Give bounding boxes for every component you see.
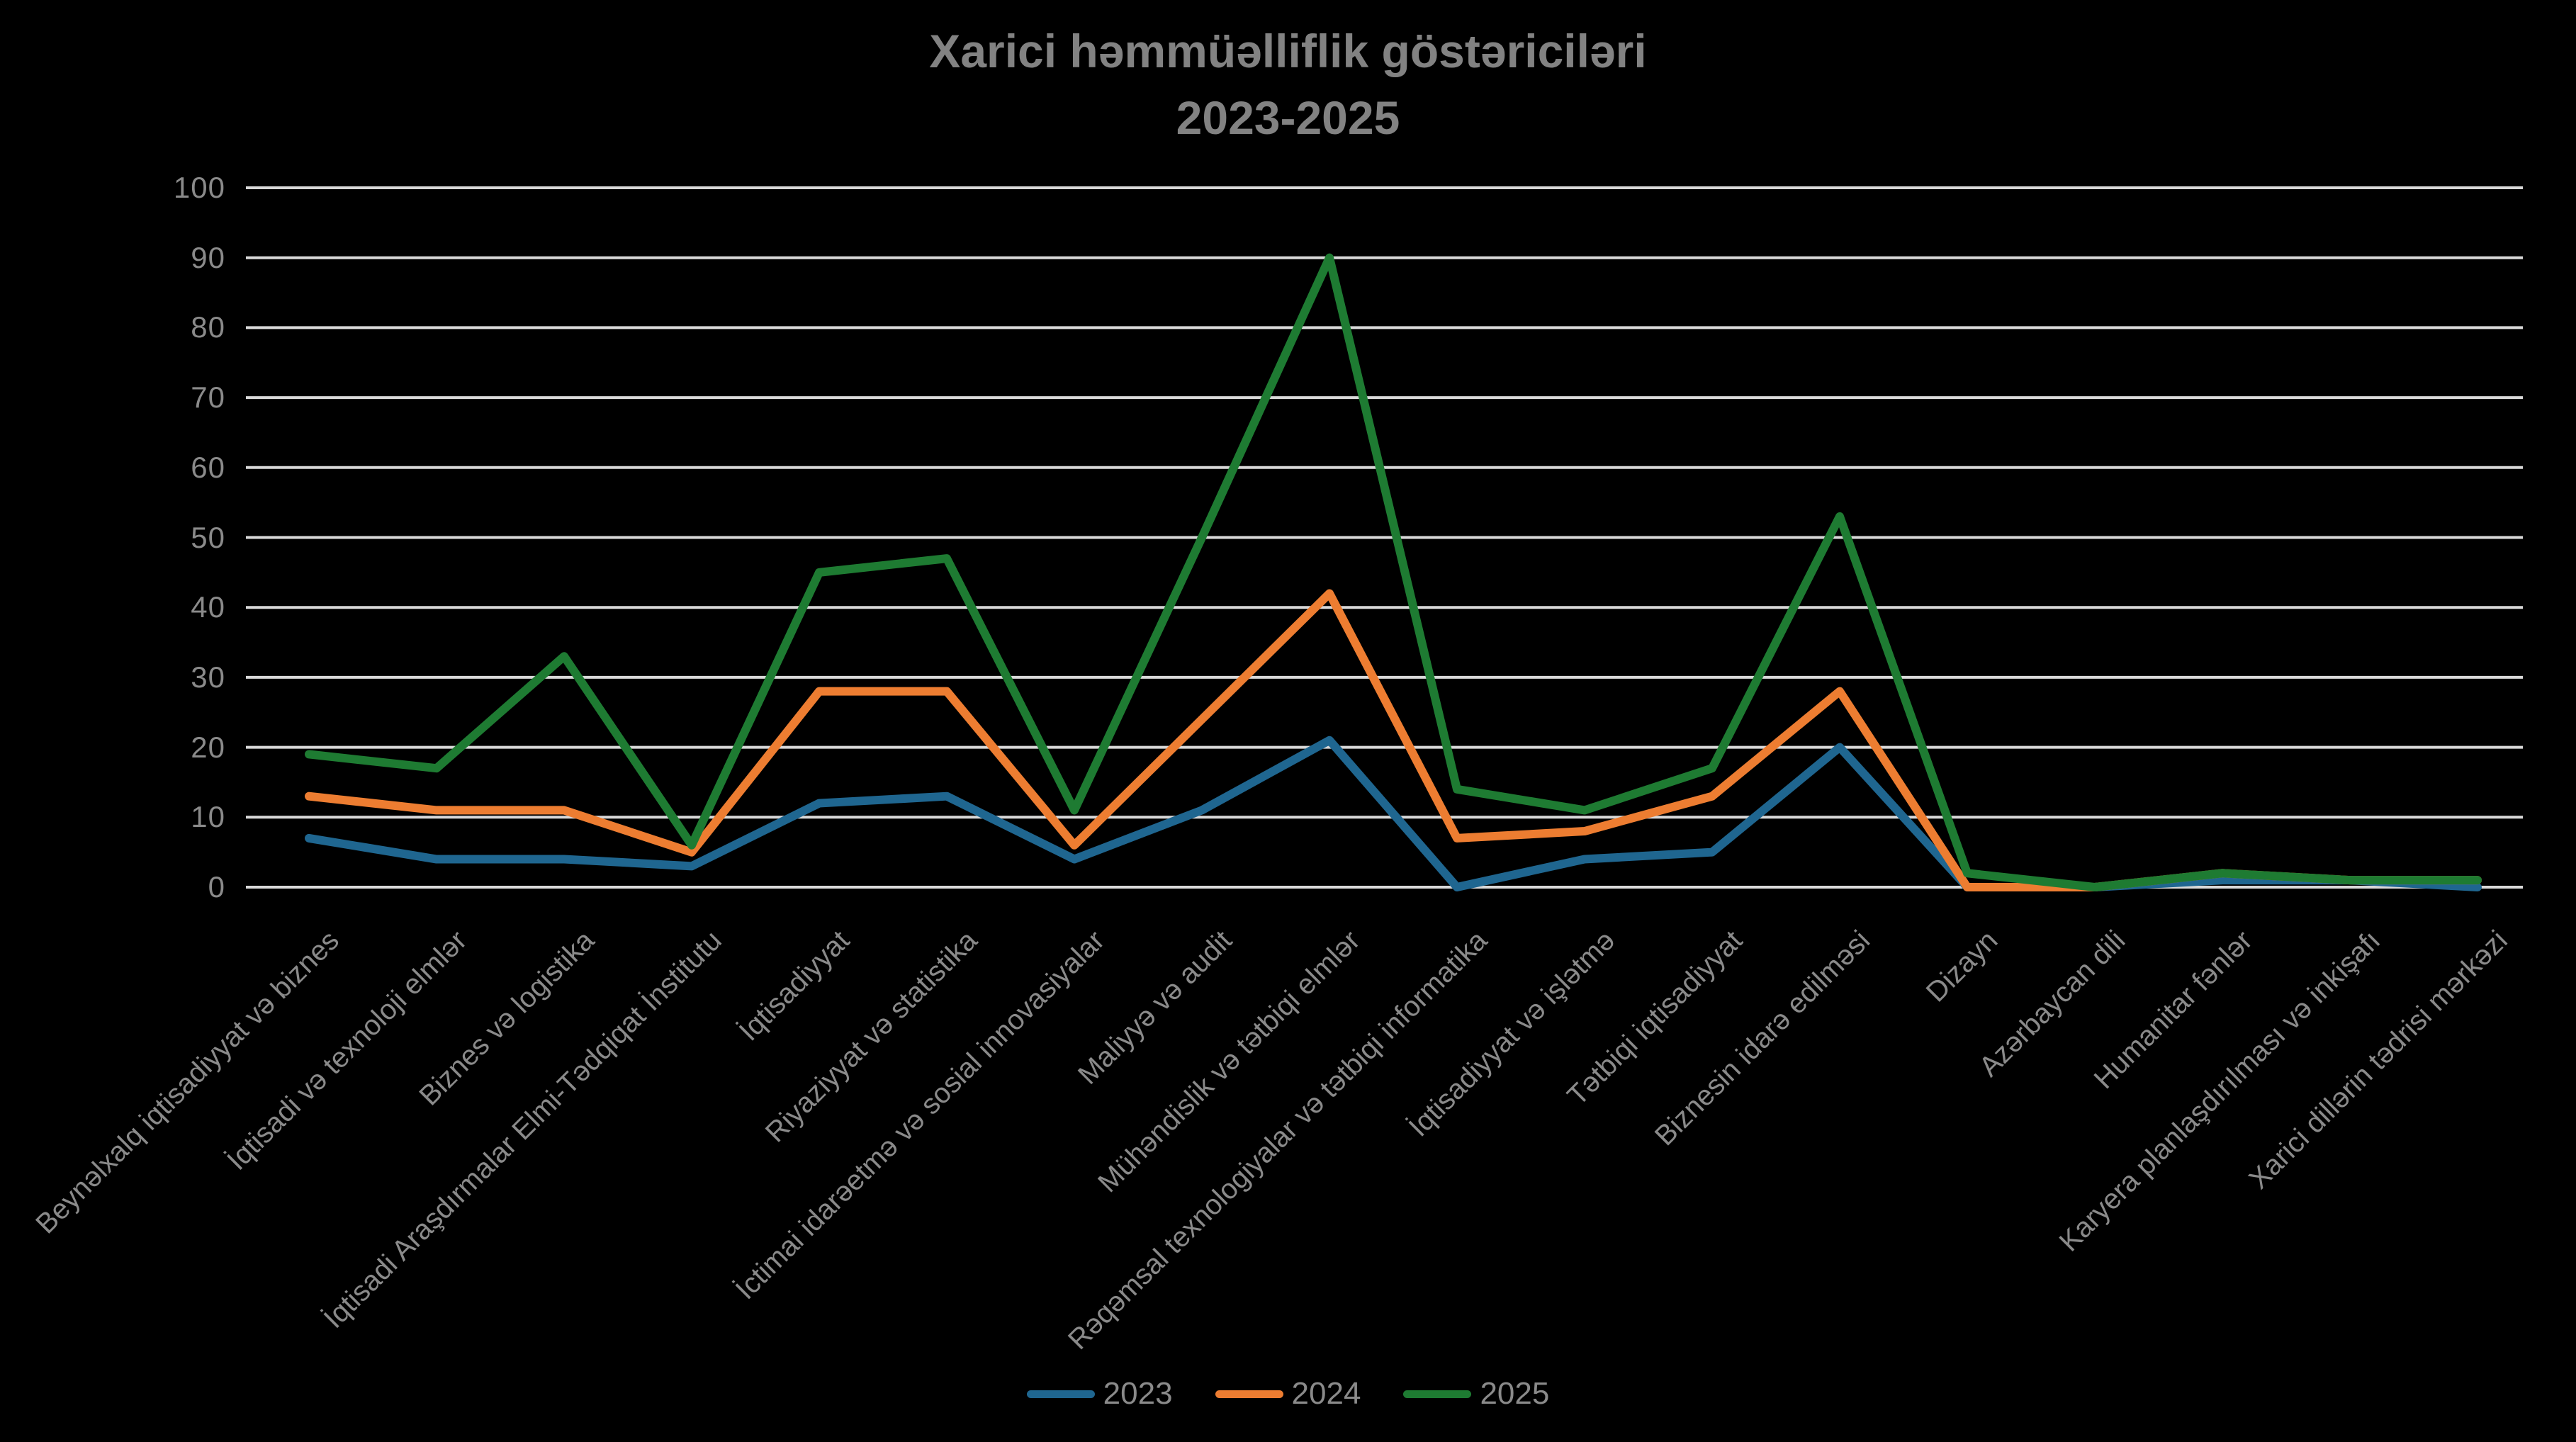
legend-item-2025: 2025 xyxy=(1403,1376,1549,1412)
chart-title-line2: 2023-2025 xyxy=(1176,91,1400,144)
series-line-2024 xyxy=(305,589,2482,891)
chart-title-line1: Xarici həmmüəlliflik göstəriciləri xyxy=(929,25,1647,77)
y-tick-label: 30 xyxy=(191,660,225,694)
y-tick-label: 50 xyxy=(191,520,225,554)
y-tick-label: 20 xyxy=(191,730,225,764)
y-tick-label: 70 xyxy=(191,381,225,415)
legend-label: 2025 xyxy=(1480,1376,1550,1411)
chart-title: Xarici həmmüəlliflik göstəriciləri 2023-… xyxy=(0,18,2576,151)
legend-item-2023: 2023 xyxy=(1026,1376,1173,1412)
series-line-2025 xyxy=(305,253,2482,891)
legend-swatch-icon xyxy=(1215,1390,1283,1398)
y-tick-label: 90 xyxy=(191,240,225,274)
y-tick-label: 80 xyxy=(191,310,225,344)
y-tick-label: 60 xyxy=(191,450,225,484)
legend-label: 2023 xyxy=(1103,1376,1173,1411)
legend-label: 2024 xyxy=(1291,1376,1361,1411)
y-tick-label: 100 xyxy=(173,171,225,204)
legend: 2023 2024 2025 xyxy=(0,1362,2576,1426)
legend-item-2024: 2024 xyxy=(1215,1376,1361,1412)
legend-swatch-icon xyxy=(1026,1390,1095,1398)
y-tick-label: 0 xyxy=(208,870,225,903)
y-tick-label: 10 xyxy=(191,800,225,834)
legend-swatch-icon xyxy=(1403,1390,1472,1398)
y-tick-label: 40 xyxy=(191,590,225,624)
